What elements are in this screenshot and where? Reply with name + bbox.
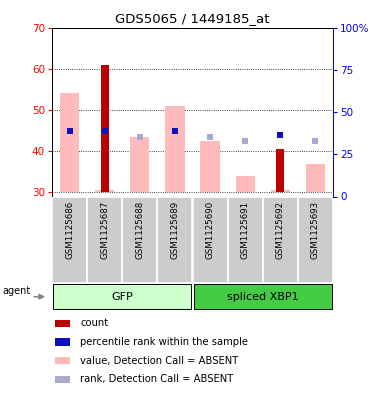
Text: GSM1125691: GSM1125691 xyxy=(241,201,250,259)
Bar xyxy=(192,196,228,283)
Bar xyxy=(60,94,79,193)
Text: GSM1125688: GSM1125688 xyxy=(135,201,144,259)
Text: count: count xyxy=(80,318,108,329)
Text: value, Detection Call = ABSENT: value, Detection Call = ABSENT xyxy=(80,356,238,366)
Text: GDS5065 / 1449185_at: GDS5065 / 1449185_at xyxy=(115,12,270,25)
Bar xyxy=(130,137,149,193)
Bar xyxy=(276,149,284,193)
Bar xyxy=(52,196,87,283)
Bar xyxy=(101,64,109,193)
Bar xyxy=(87,196,122,283)
Bar xyxy=(306,163,325,193)
Text: GSM1125687: GSM1125687 xyxy=(100,201,109,259)
Text: spliced XBP1: spliced XBP1 xyxy=(227,292,299,302)
Text: GFP: GFP xyxy=(111,292,133,302)
Text: GSM1125693: GSM1125693 xyxy=(311,201,320,259)
Text: GSM1125692: GSM1125692 xyxy=(276,201,285,259)
Bar xyxy=(122,196,157,283)
Bar xyxy=(271,190,290,193)
Text: percentile rank within the sample: percentile rank within the sample xyxy=(80,337,248,347)
Bar xyxy=(95,190,114,193)
Bar xyxy=(55,376,70,383)
Text: GSM1125686: GSM1125686 xyxy=(65,201,74,259)
Bar xyxy=(236,176,255,193)
Bar xyxy=(55,338,70,346)
Bar xyxy=(201,141,220,193)
Text: GSM1125689: GSM1125689 xyxy=(171,201,179,259)
Bar xyxy=(228,196,263,283)
Bar xyxy=(298,196,333,283)
Text: GSM1125690: GSM1125690 xyxy=(206,201,214,259)
Text: rank, Detection Call = ABSENT: rank, Detection Call = ABSENT xyxy=(80,375,233,384)
Bar xyxy=(263,196,298,283)
Bar xyxy=(55,357,70,364)
Bar xyxy=(157,196,192,283)
Bar xyxy=(53,284,191,309)
Bar xyxy=(165,106,184,193)
Text: agent: agent xyxy=(2,286,31,296)
Bar xyxy=(194,284,332,309)
Bar xyxy=(55,320,70,327)
